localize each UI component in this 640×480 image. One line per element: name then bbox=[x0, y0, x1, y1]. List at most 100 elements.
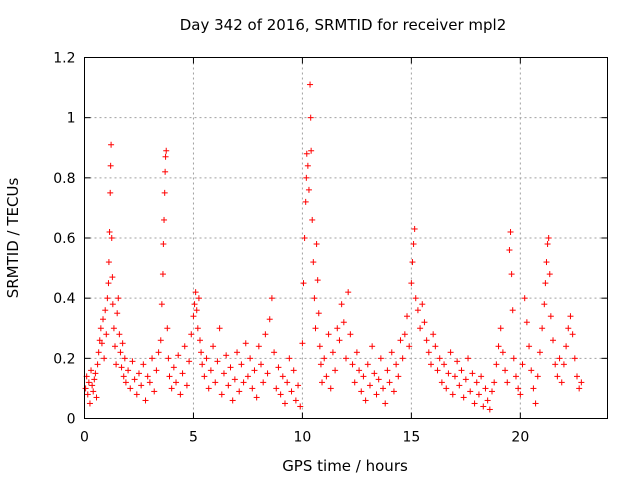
data-point bbox=[340, 319, 347, 326]
data-point bbox=[386, 379, 393, 386]
data-point bbox=[118, 364, 125, 371]
data-point bbox=[432, 343, 439, 350]
data-point bbox=[218, 391, 225, 398]
data-point bbox=[195, 295, 202, 302]
data-point bbox=[131, 376, 138, 383]
data-point bbox=[578, 379, 585, 386]
data-point bbox=[563, 343, 570, 350]
data-point bbox=[550, 337, 557, 344]
data-point bbox=[251, 367, 258, 374]
data-point bbox=[315, 310, 322, 317]
data-point bbox=[144, 373, 151, 380]
data-point bbox=[445, 370, 452, 377]
data-point bbox=[456, 382, 463, 389]
data-point bbox=[311, 295, 318, 302]
data-point bbox=[334, 325, 341, 332]
data-point bbox=[393, 361, 400, 368]
data-point bbox=[421, 319, 428, 326]
data-point bbox=[299, 340, 306, 347]
data-point bbox=[390, 388, 397, 395]
data-point bbox=[284, 379, 291, 386]
data-point bbox=[212, 379, 219, 386]
data-point bbox=[146, 379, 153, 386]
data-point bbox=[345, 289, 352, 296]
data-point bbox=[158, 301, 165, 308]
data-point bbox=[127, 385, 134, 392]
data-point bbox=[114, 310, 121, 317]
data-point bbox=[532, 400, 539, 407]
data-point bbox=[193, 307, 200, 314]
data-point bbox=[329, 349, 336, 356]
data-point bbox=[410, 241, 417, 248]
data-point bbox=[273, 385, 280, 392]
data-point bbox=[436, 355, 443, 362]
data-point bbox=[462, 376, 469, 383]
data-point bbox=[229, 397, 236, 404]
data-point bbox=[86, 400, 93, 407]
data-point bbox=[179, 370, 186, 377]
data-point bbox=[309, 216, 316, 223]
data-point bbox=[495, 343, 502, 350]
data-point bbox=[242, 340, 249, 347]
data-point bbox=[166, 373, 173, 380]
data-point bbox=[163, 147, 170, 154]
data-point bbox=[465, 355, 472, 362]
data-point bbox=[460, 394, 467, 401]
data-point bbox=[493, 361, 500, 368]
data-point bbox=[303, 150, 310, 157]
data-point bbox=[186, 358, 193, 365]
data-point bbox=[526, 343, 533, 350]
data-point bbox=[517, 391, 524, 398]
data-point bbox=[82, 385, 89, 392]
data-point bbox=[94, 361, 101, 368]
data-point bbox=[140, 361, 147, 368]
data-point bbox=[358, 388, 365, 395]
data-point bbox=[507, 228, 514, 235]
data-point bbox=[191, 301, 198, 308]
data-point bbox=[373, 391, 380, 398]
data-point bbox=[160, 241, 167, 248]
data-point bbox=[499, 349, 506, 356]
data-point bbox=[412, 295, 419, 302]
data-point bbox=[408, 280, 415, 287]
data-point bbox=[100, 316, 107, 323]
data-point bbox=[356, 367, 363, 374]
data-point bbox=[536, 349, 543, 356]
data-point bbox=[360, 373, 367, 380]
data-point bbox=[449, 391, 456, 398]
data-point bbox=[192, 289, 199, 296]
data-point bbox=[467, 388, 474, 395]
data-point bbox=[506, 247, 513, 254]
data-point bbox=[530, 385, 537, 392]
data-point bbox=[480, 403, 487, 410]
data-point bbox=[558, 379, 565, 386]
data-point bbox=[509, 307, 516, 314]
data-point bbox=[181, 343, 188, 350]
data-point bbox=[113, 361, 120, 368]
data-point bbox=[102, 307, 109, 314]
data-point bbox=[515, 385, 522, 392]
data-point bbox=[510, 355, 517, 362]
data-point bbox=[377, 355, 384, 362]
data-point bbox=[84, 391, 91, 398]
data-point bbox=[305, 186, 312, 193]
data-point bbox=[441, 361, 448, 368]
data-point bbox=[539, 325, 546, 332]
data-point bbox=[105, 259, 112, 266]
data-point bbox=[183, 382, 190, 389]
data-point bbox=[325, 331, 332, 338]
data-point bbox=[327, 385, 334, 392]
data-point bbox=[388, 349, 395, 356]
x-tick-label: 5 bbox=[189, 430, 198, 446]
data-point bbox=[105, 280, 112, 287]
data-point bbox=[409, 259, 416, 266]
data-point bbox=[104, 295, 111, 302]
data-point bbox=[194, 325, 201, 332]
data-point bbox=[121, 355, 128, 362]
grid bbox=[84, 57, 608, 419]
x-tick-label: 20 bbox=[511, 430, 529, 446]
data-point bbox=[295, 382, 302, 389]
data-point bbox=[512, 373, 519, 380]
data-point bbox=[103, 331, 110, 338]
data-point bbox=[153, 367, 160, 374]
